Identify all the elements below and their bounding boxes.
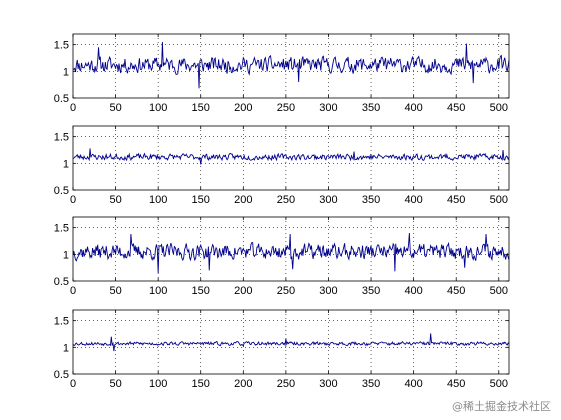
series-line-1	[72, 148, 510, 165]
y-tick-label: 1.5	[54, 132, 69, 144]
x-tick-label: 400	[404, 285, 422, 297]
x-tick-label: 250	[277, 378, 295, 390]
x-tick-label: 0	[70, 102, 76, 114]
x-tick-label: 200	[234, 378, 252, 390]
x-tick-label: 300	[319, 285, 337, 297]
x-tick-label: 100	[149, 194, 167, 206]
x-tick-label: 350	[362, 378, 380, 390]
x-tick-label: 100	[149, 378, 167, 390]
x-tick-label: 500	[490, 285, 508, 297]
x-tick-label: 50	[109, 378, 121, 390]
x-tick-label: 250	[277, 285, 295, 297]
axes-box	[72, 125, 510, 191]
x-tick-label: 300	[319, 194, 337, 206]
x-tick-label: 250	[277, 194, 295, 206]
y-tick-label: 0.5	[54, 369, 69, 381]
y-tick-label: 1.5	[54, 40, 69, 52]
x-tick-label: 0	[70, 194, 76, 206]
subplot-2: 0 50 100 150 200 250 300 350 400 450 500 0.5 1 1.5	[54, 125, 510, 206]
y-tick-label: 1	[63, 158, 69, 170]
watermark-text: @稀土掘金技术社区	[452, 400, 551, 413]
y-tick-label: 1.5	[54, 223, 69, 235]
y-tick-label: 0.5	[54, 276, 69, 288]
series-line-1	[72, 41, 510, 89]
x-tick-label: 350	[362, 102, 380, 114]
subplot-4: 0 50 100 150 200 250 300 350 400 450 500 0.5 1 1.5	[54, 309, 510, 390]
series-line-1	[72, 232, 510, 274]
y-tick-label: 0.5	[54, 185, 69, 197]
subplot-3: 0 50 100 150 200 250 300 350 400 450 500 0.5 1 1.5	[54, 216, 510, 297]
subplot-1: 0 50 100 150 200 250 300 350 400 450 500 0.5 1 1.5	[54, 33, 510, 114]
x-tick-label: 300	[319, 378, 337, 390]
x-tick-label: 400	[404, 102, 422, 114]
x-tick-label: 500	[490, 102, 508, 114]
axes-box	[72, 33, 510, 99]
x-tick-label: 450	[447, 102, 465, 114]
series-line-1	[72, 333, 510, 352]
x-tick-label: 150	[192, 285, 210, 297]
x-tick-label: 450	[447, 378, 465, 390]
x-tick-label: 450	[447, 194, 465, 206]
x-tick-label: 100	[149, 102, 167, 114]
y-tick-label: 0.5	[54, 93, 69, 105]
x-tick-label: 150	[192, 102, 210, 114]
x-tick-label: 300	[319, 102, 337, 114]
x-tick-label: 150	[192, 194, 210, 206]
x-tick-label: 350	[362, 285, 380, 297]
x-tick-label: 150	[192, 378, 210, 390]
x-tick-label: 400	[404, 194, 422, 206]
x-tick-label: 200	[234, 194, 252, 206]
x-tick-label: 500	[490, 378, 508, 390]
x-tick-label: 250	[277, 102, 295, 114]
axes-box	[72, 216, 510, 282]
x-tick-label: 350	[362, 194, 380, 206]
y-tick-label: 1.5	[54, 316, 69, 328]
x-tick-label: 200	[234, 102, 252, 114]
x-tick-label: 0	[70, 378, 76, 390]
x-tick-label: 100	[149, 285, 167, 297]
x-tick-label: 400	[404, 378, 422, 390]
x-tick-label: 50	[109, 285, 121, 297]
x-tick-label: 50	[109, 102, 121, 114]
x-tick-label: 450	[447, 285, 465, 297]
x-tick-label: 200	[234, 285, 252, 297]
y-tick-label: 1	[63, 342, 69, 354]
x-tick-label: 0	[70, 285, 76, 297]
x-tick-label: 50	[109, 194, 121, 206]
y-tick-label: 1	[63, 66, 69, 78]
y-tick-label: 1	[63, 249, 69, 261]
axes-box	[72, 309, 510, 375]
x-tick-label: 500	[490, 194, 508, 206]
